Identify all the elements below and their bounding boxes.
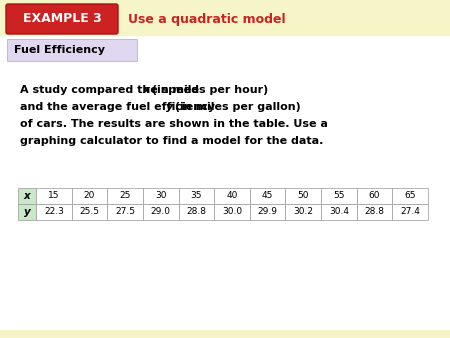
Text: (in miles per hour): (in miles per hour): [148, 85, 269, 95]
Text: (in miles per gallon): (in miles per gallon): [171, 102, 301, 112]
Bar: [250, 204, 285, 220]
Text: 40: 40: [226, 192, 238, 200]
Bar: [18, 188, 36, 204]
Text: 35: 35: [191, 192, 202, 200]
Bar: [0, 330, 450, 338]
Bar: [321, 204, 357, 220]
Bar: [0, 25, 450, 30]
Bar: [107, 204, 143, 220]
Text: 28.8: 28.8: [186, 208, 207, 217]
Text: x: x: [23, 191, 31, 201]
Bar: [0, 0, 450, 5]
Bar: [0, 10, 450, 15]
Bar: [107, 188, 143, 204]
Text: Use a quadratic model: Use a quadratic model: [128, 13, 286, 25]
Bar: [392, 204, 428, 220]
Bar: [321, 188, 357, 204]
Text: 30.2: 30.2: [293, 208, 313, 217]
Text: 27.5: 27.5: [115, 208, 135, 217]
Text: 29.9: 29.9: [258, 208, 278, 217]
Text: 15: 15: [48, 192, 59, 200]
Bar: [392, 188, 428, 204]
Bar: [214, 204, 250, 220]
Bar: [179, 204, 214, 220]
Bar: [357, 204, 392, 220]
Text: of cars. The results are shown in the table. Use a: of cars. The results are shown in the ta…: [20, 119, 328, 129]
Text: Fuel Efficiency: Fuel Efficiency: [14, 45, 105, 55]
Text: x: x: [143, 85, 150, 95]
Text: EXAMPLE 3: EXAMPLE 3: [22, 13, 101, 25]
Bar: [143, 188, 179, 204]
Text: 30: 30: [155, 192, 166, 200]
Bar: [143, 204, 179, 220]
Text: 27.4: 27.4: [400, 208, 420, 217]
Text: y: y: [166, 102, 173, 112]
Bar: [72, 204, 107, 220]
Bar: [72, 188, 107, 204]
Bar: [285, 188, 321, 204]
Text: 60: 60: [369, 192, 380, 200]
Text: and the average fuel efficiency: and the average fuel efficiency: [20, 102, 219, 112]
Text: A study compared the speed: A study compared the speed: [20, 85, 203, 95]
Bar: [285, 204, 321, 220]
Text: 25.5: 25.5: [80, 208, 99, 217]
Text: 55: 55: [333, 192, 345, 200]
Bar: [18, 204, 36, 220]
Bar: [357, 188, 392, 204]
Bar: [0, 20, 450, 25]
Text: 28.8: 28.8: [364, 208, 385, 217]
Text: 25: 25: [119, 192, 131, 200]
Text: 45: 45: [262, 192, 273, 200]
Text: y: y: [23, 207, 31, 217]
Text: 65: 65: [405, 192, 416, 200]
Bar: [214, 188, 250, 204]
Bar: [0, 5, 450, 10]
Bar: [179, 188, 214, 204]
FancyBboxPatch shape: [7, 39, 137, 61]
Bar: [0, 15, 450, 20]
Bar: [36, 188, 72, 204]
Text: 50: 50: [297, 192, 309, 200]
Bar: [0, 30, 450, 35]
Text: 30.0: 30.0: [222, 208, 242, 217]
Bar: [36, 204, 72, 220]
Text: 22.3: 22.3: [44, 208, 64, 217]
FancyBboxPatch shape: [6, 4, 118, 34]
Bar: [250, 188, 285, 204]
Text: graphing calculator to find a model for the data.: graphing calculator to find a model for …: [20, 136, 324, 146]
Text: 29.0: 29.0: [151, 208, 171, 217]
Text: 20: 20: [84, 192, 95, 200]
Text: 30.4: 30.4: [329, 208, 349, 217]
